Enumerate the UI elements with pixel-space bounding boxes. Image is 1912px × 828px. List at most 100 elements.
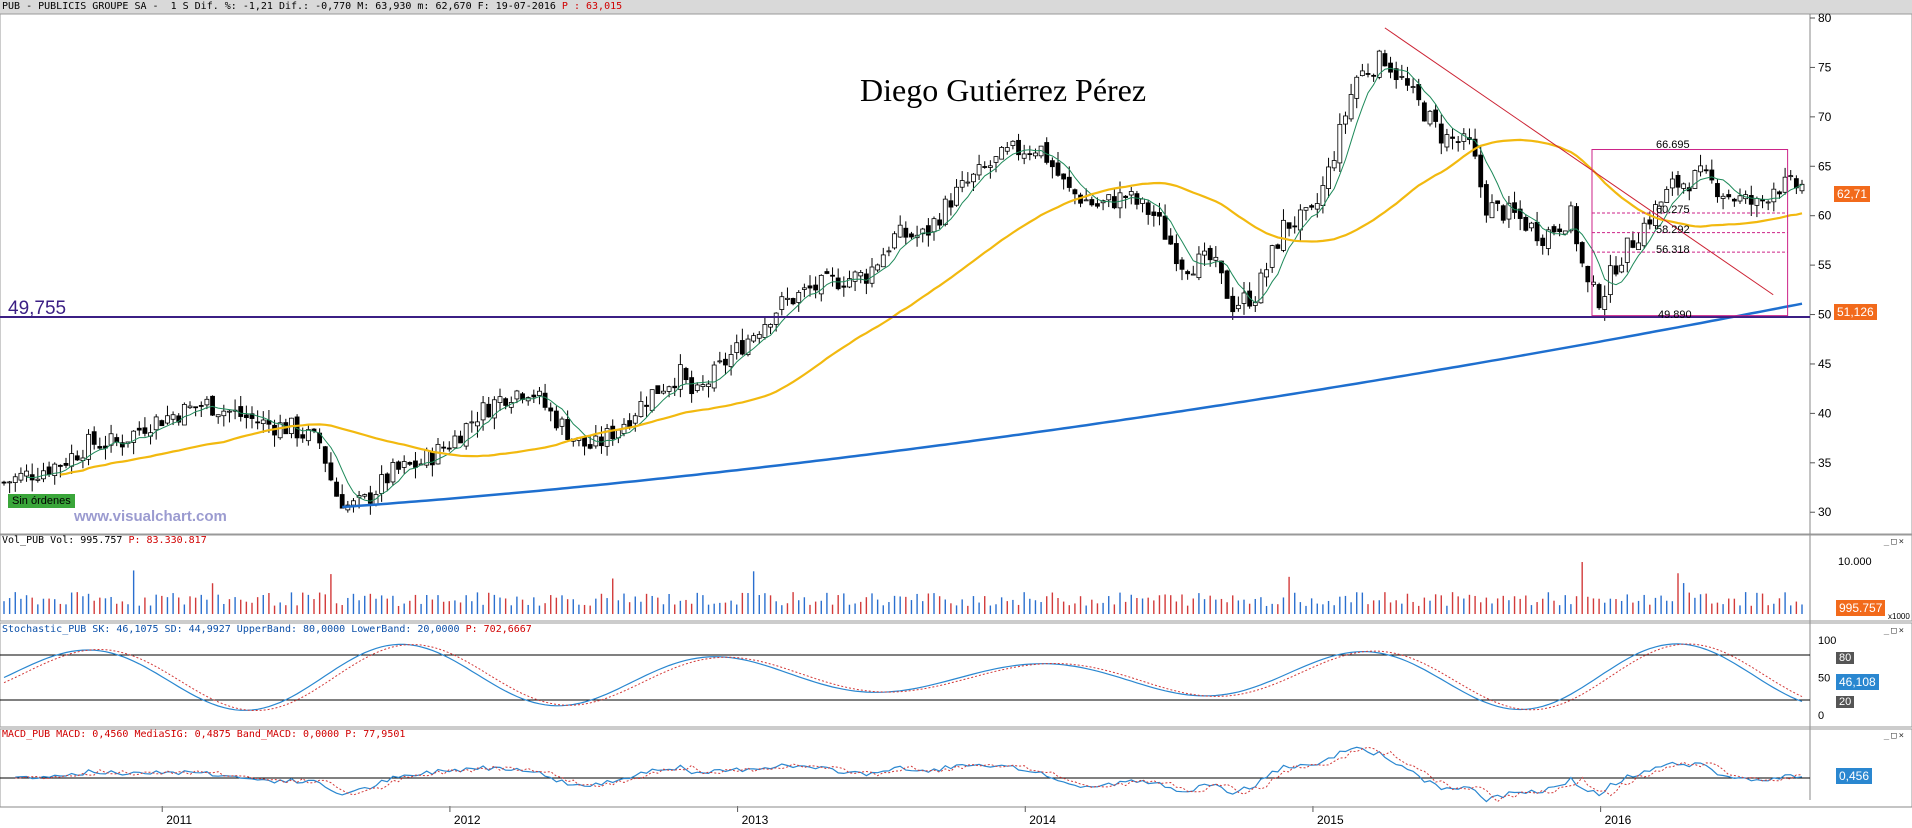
candle-body (897, 224, 903, 238)
candle-body (300, 434, 306, 439)
candle-body (1134, 193, 1140, 205)
stoch-tick-label: 0 (1818, 710, 1824, 722)
candle-body (1602, 296, 1608, 310)
candle-body (1771, 188, 1777, 203)
orders-badge[interactable]: Sin órdenes (8, 494, 75, 508)
stoch-tag: 46,108 (1836, 674, 1879, 690)
candle-body (1517, 208, 1523, 219)
candle-body (1500, 205, 1506, 221)
candle-body (1782, 176, 1788, 193)
candle-body (1624, 237, 1630, 263)
candle-body (221, 410, 227, 417)
y-tick-label: 80 (1818, 11, 1832, 25)
candle-body (367, 492, 373, 504)
candle-body (1235, 304, 1241, 310)
candle-body (1703, 169, 1709, 172)
header-text: PUB - PUBLICIS GROUPE SA - 1 S Dif. %: -… (2, 1, 562, 12)
candle-body (1534, 221, 1540, 242)
volume-pane-border (0, 534, 1912, 622)
candle-body (1698, 165, 1703, 173)
candle-body (1326, 166, 1331, 189)
candle-body (1044, 142, 1050, 163)
candle-body (1151, 211, 1157, 216)
candle-body (1376, 50, 1382, 78)
candle-body (869, 266, 875, 284)
box-level-4: 56.318 (1656, 244, 1690, 256)
candle-body (531, 394, 537, 398)
candle-body (243, 414, 249, 419)
candle-body (12, 476, 18, 483)
candle-body (627, 420, 633, 428)
candle-body (1275, 244, 1281, 249)
candle-body (1173, 243, 1179, 265)
candle-body (1675, 174, 1681, 188)
candle-body (971, 173, 976, 183)
macd-window-buttons[interactable]: _□× (1883, 731, 1906, 741)
candle-body (1427, 110, 1433, 125)
candle-body (1483, 184, 1489, 216)
candle-body (497, 396, 503, 403)
candle-body (987, 165, 993, 168)
y-tick-label: 70 (1818, 110, 1832, 124)
candle-body (1202, 250, 1207, 256)
candle-body (362, 494, 368, 497)
candle-body (655, 385, 661, 394)
candle-body (610, 425, 616, 440)
candle-body (1123, 195, 1129, 198)
candle-body (86, 433, 91, 460)
ma-long-line (342, 302, 1803, 509)
candle-body (1343, 115, 1348, 125)
candle-body (1540, 237, 1546, 246)
candle-body (1348, 94, 1354, 120)
stoch-window-buttons[interactable]: _□× (1883, 626, 1906, 636)
candle-body (1027, 153, 1033, 156)
candle-body (1388, 62, 1393, 73)
author-label: Diego Gutiérrez Pérez (860, 72, 1147, 108)
candle-body (136, 427, 142, 431)
candle-body (46, 466, 52, 475)
candle-body (429, 451, 435, 466)
candle-body (672, 385, 678, 389)
candle-body (892, 233, 897, 249)
candle-body (796, 292, 802, 303)
candle-body (486, 403, 492, 418)
candle-body (1354, 76, 1360, 99)
stoch-sd-line (3, 643, 1803, 711)
trend-line (1384, 27, 1774, 296)
candle-body (1523, 216, 1529, 231)
candle-body (1072, 189, 1078, 195)
candle-body (711, 364, 717, 389)
candle-body (689, 377, 695, 395)
macd-title: MACD_PUB MACD: 0,4560 MediaSIG: 0,4875 B… (2, 729, 405, 741)
candle-body (491, 399, 497, 419)
candle-body (1095, 203, 1100, 207)
candle-body (1664, 188, 1670, 203)
candle-body (1083, 199, 1089, 202)
candle-body (1529, 222, 1534, 229)
candle-body (108, 433, 114, 446)
candle-body (435, 443, 441, 465)
candle-body (582, 436, 587, 447)
candle-body (1393, 68, 1399, 80)
candle-body (1438, 123, 1444, 144)
volume-window-buttons[interactable]: _□× (1883, 537, 1906, 547)
candle-body (1337, 123, 1343, 164)
candle-body (1286, 222, 1292, 229)
candle-body (644, 404, 649, 407)
candle-body (18, 472, 24, 481)
x-tick-label: 2015 (1317, 813, 1344, 827)
candle-body (773, 312, 779, 325)
candle-body (807, 285, 813, 289)
candle-body (119, 442, 125, 448)
y-tick-label: 65 (1818, 159, 1832, 173)
candle-body (852, 271, 858, 282)
candle-body (1382, 53, 1388, 67)
candle-body (649, 389, 655, 411)
candle-body (52, 463, 58, 476)
candle-body (587, 444, 593, 449)
candle-body (683, 368, 689, 381)
candle-body (768, 324, 773, 328)
candle-body (1765, 201, 1771, 204)
candle-body (69, 453, 75, 467)
candle-body (305, 429, 311, 442)
